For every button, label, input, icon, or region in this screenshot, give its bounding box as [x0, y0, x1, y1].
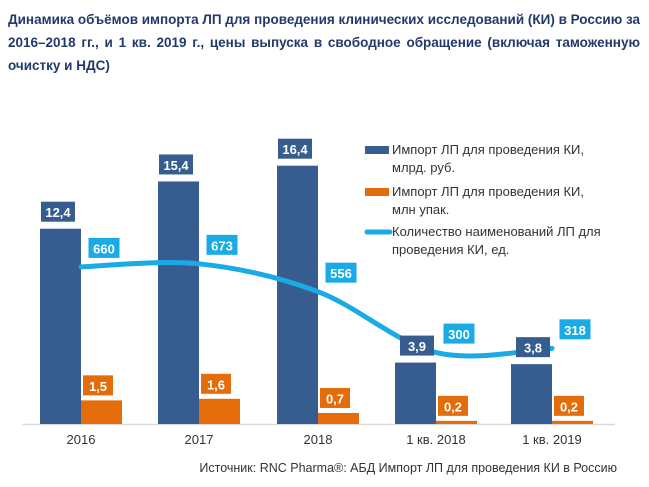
bar-rub-0	[40, 228, 81, 424]
bar-pack-2	[318, 412, 359, 424]
data-label-rub-box	[278, 138, 312, 159]
data-label-count: 318	[564, 323, 586, 338]
data-label-rub: 15,4	[163, 158, 189, 173]
data-label-rub: 16,4	[282, 142, 308, 157]
data-label-rub: 12,4	[45, 205, 71, 220]
data-label-pack: 0,2	[560, 399, 578, 414]
data-label-count: 556	[330, 266, 352, 281]
data-label-pack-box	[554, 395, 584, 416]
bar-pack-4	[552, 420, 593, 424]
data-label-rub: 3,8	[524, 341, 542, 356]
data-label-pack: 1,6	[207, 377, 225, 392]
data-label-count-box	[88, 237, 120, 258]
data-label-count: 300	[448, 327, 470, 342]
chart-title: Динамика объёмов импорта ЛП для проведен…	[8, 12, 641, 73]
category-label: 1 кв. 2019	[522, 432, 582, 447]
legend-swatch-pack	[365, 188, 389, 196]
data-label-pack: 1,5	[89, 379, 107, 394]
category-label: 2018	[304, 432, 333, 447]
data-label-rub-box	[400, 335, 434, 356]
data-label-rub-box	[41, 201, 75, 222]
data-label-pack: 0,2	[444, 399, 462, 414]
bar-rub-4	[511, 364, 552, 424]
data-label-pack-box	[438, 395, 468, 416]
bar-rub-3	[395, 362, 436, 424]
data-label-rub: 3,9	[408, 339, 426, 354]
data-label-pack-box	[83, 375, 113, 396]
legend-swatch-rub	[365, 146, 389, 154]
data-label-pack-box	[201, 373, 231, 394]
data-label-pack: 0,7	[326, 391, 344, 406]
bar-pack-3	[436, 420, 477, 424]
legend-label: Импорт ЛП для проведения КИ,	[392, 142, 584, 157]
legend-label: Импорт ЛП для проведения КИ,	[392, 184, 584, 199]
legend-label: млрд. руб.	[392, 160, 455, 175]
bar-rub-2	[277, 165, 318, 424]
data-label-count-box	[443, 323, 475, 344]
data-label-count: 660	[93, 241, 115, 256]
data-label-count-box	[559, 319, 591, 340]
bar-rub-1	[158, 181, 199, 424]
legend-label: Количество наименований ЛП для	[392, 224, 601, 239]
category-label: 1 кв. 2018	[406, 432, 466, 447]
legend-label: проведения КИ, ед.	[392, 242, 509, 257]
data-label-count-box	[325, 262, 357, 283]
category-label: 2016	[67, 432, 96, 447]
bar-pack-1	[199, 398, 240, 424]
data-label-count-box	[206, 234, 238, 255]
source-note: Источник: RNC Pharma®: АБД Импорт ЛП для…	[199, 461, 617, 475]
data-label-count: 673	[211, 238, 233, 253]
data-label-rub-box	[159, 154, 193, 175]
data-label-rub-box	[516, 337, 550, 358]
bar-pack-0	[81, 400, 122, 424]
legend-label: млн упак.	[392, 202, 449, 217]
category-label: 2017	[185, 432, 214, 447]
data-label-pack-box	[320, 387, 350, 408]
